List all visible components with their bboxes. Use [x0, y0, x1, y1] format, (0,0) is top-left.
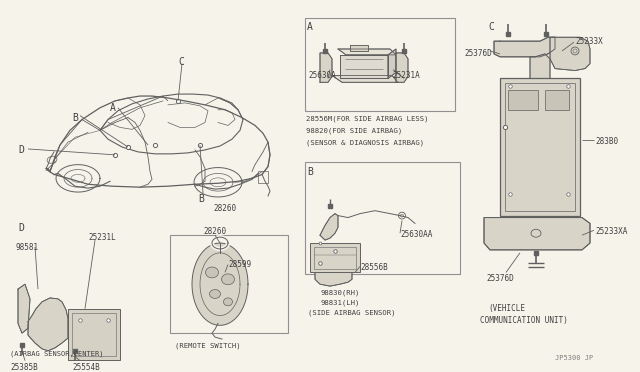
Text: A: A	[307, 22, 313, 32]
Text: (REMOTE SWITCH): (REMOTE SWITCH)	[175, 343, 241, 349]
Polygon shape	[192, 243, 248, 326]
Text: 28556M(FOR SIDE AIRBAG LESS): 28556M(FOR SIDE AIRBAG LESS)	[306, 116, 429, 122]
Text: 28599: 28599	[228, 260, 251, 269]
Text: (SENSOR & DIAGNOSIS AIRBAG): (SENSOR & DIAGNOSIS AIRBAG)	[306, 139, 424, 146]
Text: 98830(RH): 98830(RH)	[320, 289, 360, 296]
Text: C: C	[488, 22, 494, 32]
Bar	[500, 78, 580, 216]
Ellipse shape	[221, 274, 234, 285]
Polygon shape	[550, 37, 590, 71]
Polygon shape	[315, 257, 352, 286]
Bar	[170, 235, 288, 333]
Text: 98820(FOR SIDE AIRBAG): 98820(FOR SIDE AIRBAG)	[306, 127, 403, 134]
Bar	[305, 162, 460, 275]
Polygon shape	[484, 218, 590, 250]
Ellipse shape	[209, 289, 221, 298]
Text: 98831(LH): 98831(LH)	[320, 300, 360, 307]
Text: 25376D: 25376D	[486, 275, 514, 283]
Ellipse shape	[223, 298, 232, 306]
Text: JP5300 JP: JP5300 JP	[555, 355, 593, 361]
Text: 25231L: 25231L	[88, 233, 116, 242]
Text: A: A	[110, 103, 116, 113]
Text: 25630A: 25630A	[308, 71, 336, 80]
Text: 28556B: 28556B	[360, 263, 388, 272]
Text: 98581: 98581	[15, 243, 38, 252]
Polygon shape	[530, 54, 550, 83]
Text: B: B	[72, 113, 78, 123]
Text: 25376D: 25376D	[464, 49, 492, 58]
Text: D: D	[18, 224, 24, 233]
Text: 28260: 28260	[213, 204, 237, 213]
Bar	[545, 90, 569, 110]
Polygon shape	[350, 45, 368, 51]
Bar	[68, 309, 120, 360]
Polygon shape	[340, 55, 388, 78]
Polygon shape	[320, 214, 338, 240]
Text: COMMUNICATION UNIT): COMMUNICATION UNIT)	[480, 315, 568, 324]
Bar	[310, 243, 360, 272]
Text: C: C	[178, 57, 184, 67]
Polygon shape	[494, 37, 555, 57]
Text: D: D	[18, 145, 24, 155]
Text: B: B	[307, 167, 313, 177]
Text: 25630AA: 25630AA	[400, 230, 433, 239]
Text: (AIRBAG SENSOR,CENTER): (AIRBAG SENSOR,CENTER)	[10, 351, 104, 357]
Text: 25231A: 25231A	[392, 71, 420, 80]
Polygon shape	[18, 284, 30, 333]
Ellipse shape	[205, 267, 218, 278]
Text: B: B	[198, 194, 204, 204]
Polygon shape	[332, 76, 398, 82]
Text: 25233XA: 25233XA	[595, 227, 627, 236]
Text: 28260: 28260	[204, 227, 227, 236]
Polygon shape	[338, 49, 396, 55]
Text: (SIDE AIRBAG SENSOR): (SIDE AIRBAG SENSOR)	[308, 310, 396, 316]
Polygon shape	[28, 298, 68, 351]
Text: 25233X: 25233X	[575, 37, 603, 46]
Bar	[314, 247, 356, 269]
Polygon shape	[320, 53, 332, 82]
Text: 283B0: 283B0	[595, 137, 618, 146]
Text: (VEHICLE: (VEHICLE	[488, 304, 525, 313]
Polygon shape	[396, 53, 408, 82]
Bar	[258, 171, 268, 183]
Text: 25385B: 25385B	[10, 363, 38, 372]
Bar	[72, 312, 116, 356]
Bar	[505, 83, 575, 211]
Text: 25554B: 25554B	[72, 363, 100, 372]
Polygon shape	[388, 49, 396, 78]
Bar	[305, 17, 455, 111]
Bar	[508, 90, 538, 110]
